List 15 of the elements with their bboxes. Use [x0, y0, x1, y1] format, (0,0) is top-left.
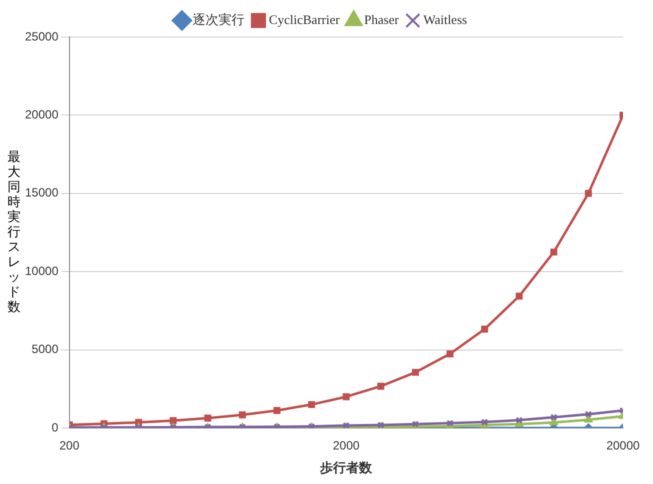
y-tick-label: 5000	[32, 342, 59, 356]
y-tick-label: 0	[52, 420, 59, 434]
legend-label: Waitless	[423, 12, 468, 27]
y-tick-label: 10000	[24, 264, 59, 278]
x-tick-label: 2000	[332, 438, 360, 453]
text: 最大同時実行スレッド数	[8, 150, 20, 315]
legend-label: 逐次実行	[192, 12, 244, 27]
y-tick-label: 20000	[24, 108, 59, 122]
x-tick-label: 20000	[606, 438, 640, 453]
legend-label: CyclicBarrier	[268, 12, 340, 27]
x-axis-title: 歩行者数	[319, 460, 374, 475]
y-tick-label: 15000	[24, 186, 59, 200]
y-tick-label: 25000	[24, 29, 59, 44]
legend-label: Phaser	[364, 12, 400, 27]
x-tick-label: 200	[59, 438, 80, 453]
